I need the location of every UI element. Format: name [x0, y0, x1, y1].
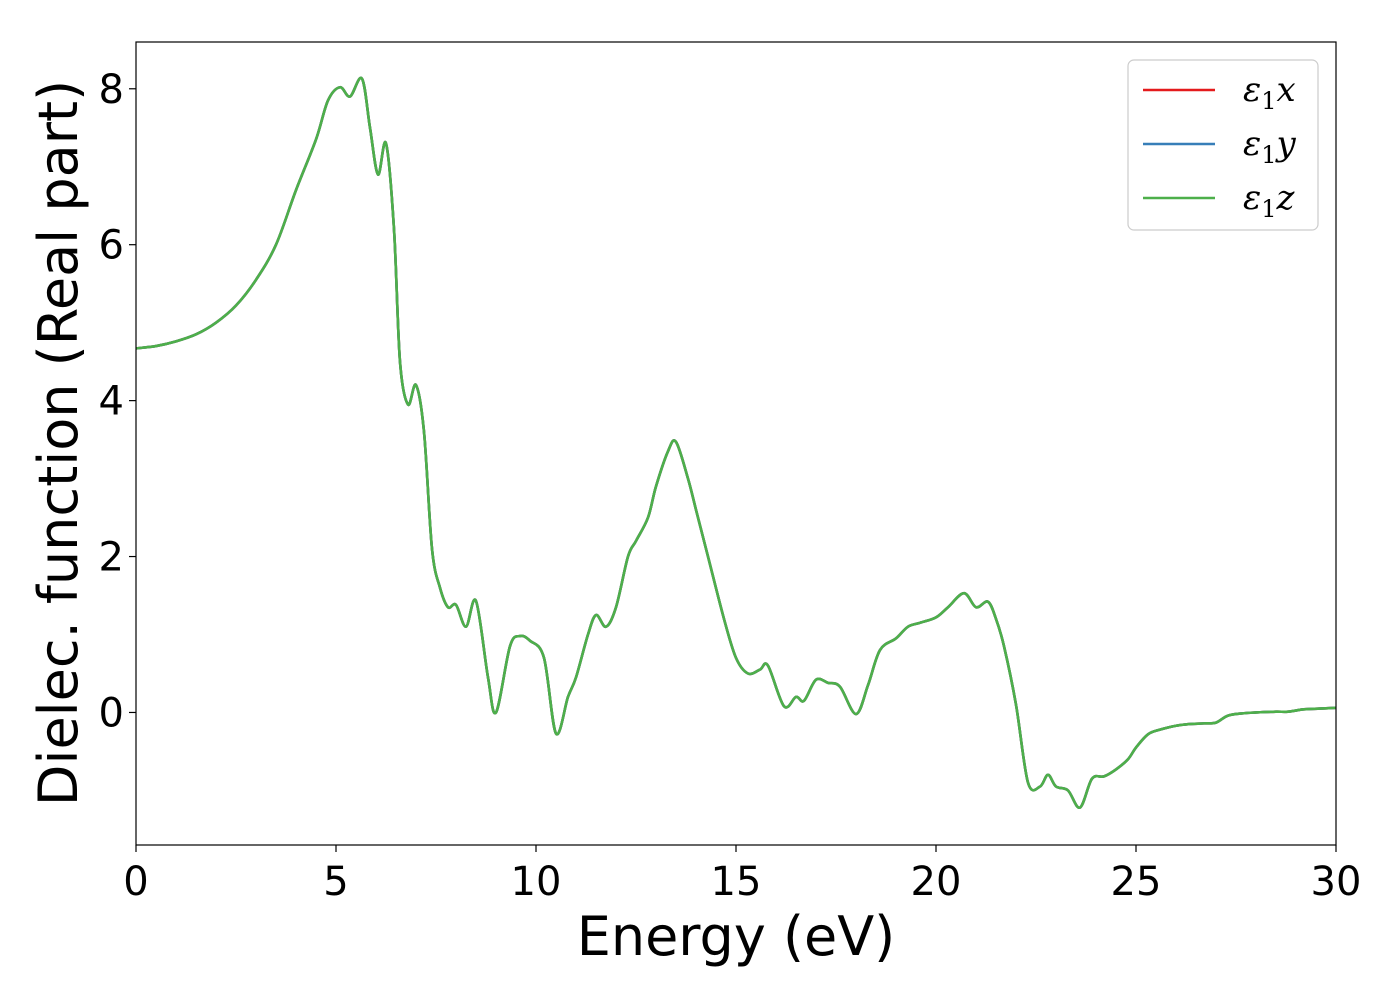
- legend-label-y: ε1y: [1243, 124, 1297, 169]
- x-tick-label: 25: [1111, 859, 1162, 905]
- legend-box: [1127, 59, 1319, 231]
- x-axis-label: Energy (eV): [577, 905, 896, 968]
- y-tick-label: 8: [99, 67, 124, 113]
- legend-label-x: ε1x: [1243, 70, 1296, 115]
- series-line-z: [136, 76, 1336, 809]
- y-tick-label: 0: [99, 690, 124, 736]
- x-tick-label: 20: [911, 859, 962, 905]
- x-tick-label: 0: [123, 859, 148, 905]
- legend-label-z: ε1z: [1243, 178, 1296, 223]
- x-tick-label: 15: [711, 859, 762, 905]
- y-tick-label: 6: [99, 223, 124, 269]
- x-tick-label: 5: [323, 859, 348, 905]
- x-tick-label: 30: [1311, 859, 1362, 905]
- y-axis-ticks: 0 2 4 6 8: [99, 67, 136, 736]
- x-axis-ticks: 0 5 10 15 20 25 30: [123, 845, 1361, 905]
- y-tick-label: 4: [99, 379, 124, 425]
- legend: ε1x ε1y ε1z: [1127, 59, 1319, 231]
- x-tick-label: 10: [511, 859, 562, 905]
- series-layer: [136, 76, 1336, 809]
- y-tick-label: 2: [99, 535, 124, 581]
- y-axis-label: Dielec. function (Real part): [27, 80, 90, 806]
